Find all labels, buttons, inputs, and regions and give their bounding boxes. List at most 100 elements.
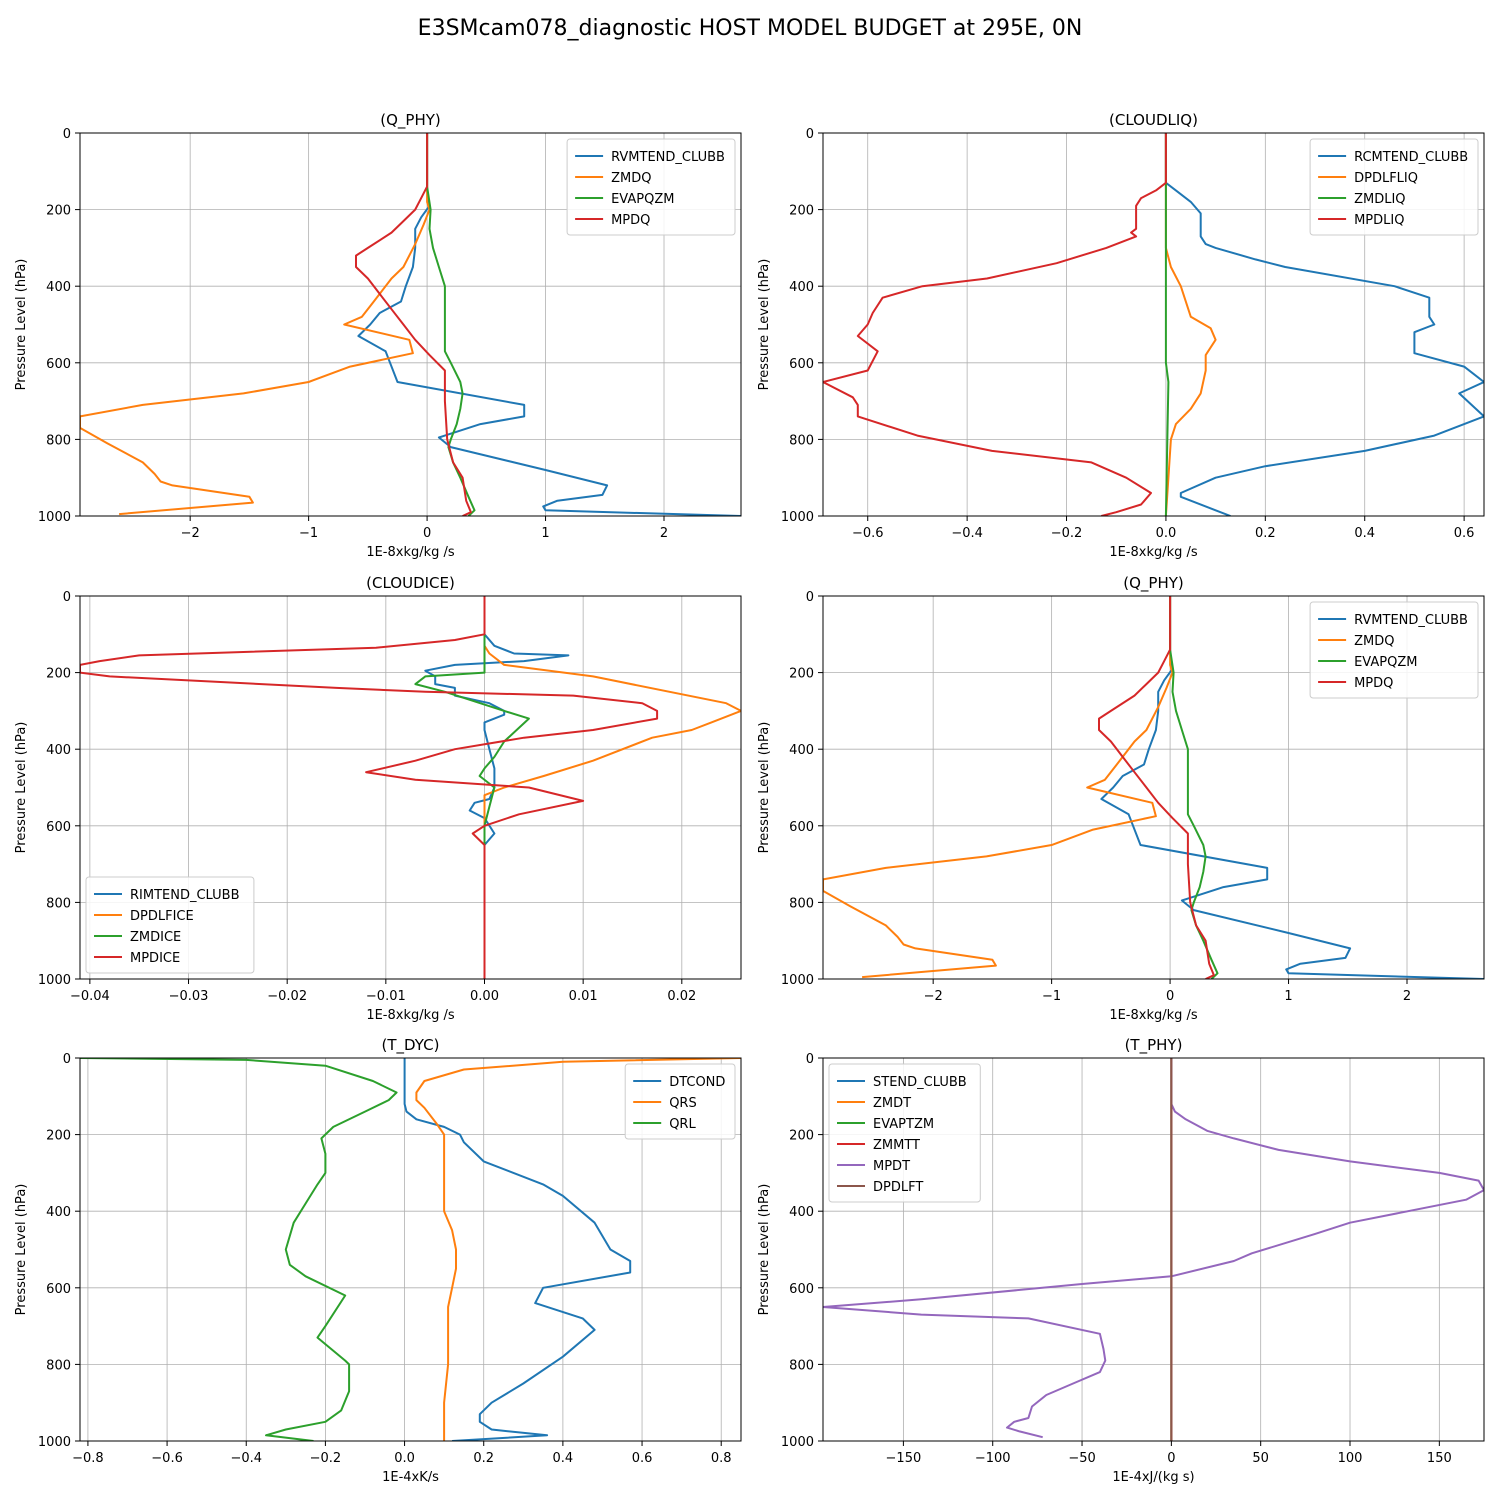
x-tick-label: 0.4 bbox=[1354, 526, 1375, 541]
series-line-mpdliq bbox=[823, 133, 1167, 516]
x-tick-label: 150 bbox=[1427, 1451, 1452, 1466]
x-tick-label: 2 bbox=[1403, 989, 1411, 1004]
legend: RIMTEND_CLUBB DPDLFICE ZMDICE MPDICE bbox=[85, 876, 255, 974]
subplot-1: −2 −1 0 1 2 0 200 400 600 800 1000 (Q_PHY) 1E-8xkg/k… bbox=[14, 111, 742, 560]
x-tick-label: −0.2 bbox=[1051, 526, 1083, 541]
x-tick-label: 0 bbox=[1166, 989, 1174, 1004]
y-tick-label: 200 bbox=[789, 667, 814, 682]
legend-label: RVMTEND_CLUBB bbox=[611, 150, 725, 165]
series-line-mpdq bbox=[1098, 596, 1215, 979]
x-tick-label: −100 bbox=[975, 1451, 1011, 1466]
y-tick-label: 1000 bbox=[781, 510, 814, 525]
y-axis-label: Pressure Level (hPa) bbox=[757, 722, 772, 854]
x-tick-label: −0.6 bbox=[852, 526, 884, 541]
y-tick-label: 1000 bbox=[38, 510, 71, 525]
y-tick-label: 400 bbox=[789, 280, 814, 295]
x-tick-label: 0.0 bbox=[1156, 526, 1177, 541]
x-tick-label: 0 bbox=[1167, 1451, 1175, 1466]
y-tick-label: 200 bbox=[46, 667, 71, 682]
subplot-3: −0.04 −0.03 −0.02 −0.01 0.00 0.01 0.02 0 200 400 6… bbox=[14, 574, 742, 1023]
y-tick-label: 600 bbox=[789, 357, 814, 372]
series-line-rvmtend-clubb bbox=[1100, 596, 1484, 979]
x-tick-label: −1 bbox=[1042, 989, 1061, 1004]
y-tick-label: 0 bbox=[63, 590, 71, 605]
y-axis-label: Pressure Level (hPa) bbox=[757, 1184, 772, 1316]
y-tick-label: 400 bbox=[46, 743, 71, 758]
y-tick-label: 400 bbox=[789, 743, 814, 758]
series-line-dpdlfliq bbox=[1164, 133, 1217, 516]
legend-label: ZMDQ bbox=[611, 171, 651, 186]
series-line-evapqzm bbox=[1169, 596, 1219, 979]
x-tick-label: 50 bbox=[1252, 1451, 1269, 1466]
x-tick-label: −150 bbox=[886, 1451, 922, 1466]
x-tick-label: 0.01 bbox=[569, 989, 598, 1004]
subplot-2: −0.6 −0.4 −0.2 0.0 0.2 0.4 0.6 0 200 400 600 800 100… bbox=[757, 111, 1485, 560]
legend-label: ZMDLIQ bbox=[1354, 192, 1405, 207]
legend-label: EVAPQZM bbox=[611, 192, 674, 207]
series-line-rvmtend-clubb bbox=[357, 133, 741, 516]
x-tick-label: 0.0 bbox=[394, 1451, 415, 1466]
x-axis-label: 1E-8xkg/kg /s bbox=[366, 545, 455, 560]
y-tick-label: 800 bbox=[789, 1358, 814, 1373]
y-tick-label: 1000 bbox=[781, 973, 814, 988]
legend-label: MPDQ bbox=[611, 213, 650, 228]
figure-title: E3SMcam078_diagnostic HOST MODEL BUDGET … bbox=[417, 16, 1083, 41]
y-tick-label: 0 bbox=[806, 127, 814, 142]
axes-frame bbox=[822, 1057, 1485, 1442]
y-tick-label: 1000 bbox=[781, 1435, 814, 1450]
y-tick-label: 400 bbox=[789, 1205, 814, 1220]
x-tick-label: −0.4 bbox=[951, 526, 983, 541]
x-tick-label: 2 bbox=[660, 526, 668, 541]
series-line-mpdice bbox=[80, 596, 659, 979]
series-line-zmdliq bbox=[1164, 133, 1170, 516]
y-tick-label: 200 bbox=[46, 1129, 71, 1144]
axes-frame bbox=[79, 595, 742, 980]
y-tick-label: 400 bbox=[46, 280, 71, 295]
legend: RVMTEND_CLUBB ZMDQ EVAPQZM MPDQ bbox=[1309, 601, 1479, 699]
x-tick-label: −0.8 bbox=[72, 1451, 104, 1466]
x-tick-label: 0.4 bbox=[553, 1451, 574, 1466]
y-tick-label: 0 bbox=[63, 127, 71, 142]
y-tick-label: 1000 bbox=[38, 973, 71, 988]
y-tick-label: 800 bbox=[789, 433, 814, 448]
legend: RCMTEND_CLUBB DPDLFLIQ ZMDLIQ MPDLIQ bbox=[1309, 138, 1479, 236]
series-line-mpdt bbox=[823, 1058, 1484, 1439]
x-tick-label: 0.8 bbox=[711, 1451, 732, 1466]
series-line-rimtend-clubb bbox=[424, 596, 570, 979]
legend-label: QRL bbox=[669, 1117, 696, 1132]
y-axis-label: Pressure Level (hPa) bbox=[14, 259, 29, 391]
series-line-zmdq bbox=[80, 133, 431, 516]
legend-label: ZMDICE bbox=[130, 930, 181, 945]
y-axis-label: Pressure Level (hPa) bbox=[14, 722, 29, 854]
x-tick-label: 0.2 bbox=[473, 1451, 494, 1466]
axes-frame bbox=[822, 595, 1485, 980]
series-line-qrs bbox=[415, 1058, 741, 1441]
y-tick-label: 1000 bbox=[38, 1435, 71, 1450]
legend-label: ZMDT bbox=[873, 1096, 911, 1111]
y-tick-label: 0 bbox=[63, 1052, 71, 1067]
x-tick-label: −2 bbox=[181, 526, 200, 541]
legend-label: RCMTEND_CLUBB bbox=[1354, 150, 1468, 165]
subplot-5: −0.8 −0.6 −0.4 −0.2 0.0 0.2 0.4 0.6 0.8 0 200 400 60… bbox=[14, 1036, 742, 1485]
x-tick-label: 0.02 bbox=[667, 989, 696, 1004]
subplot-title: (Q_PHY) bbox=[380, 111, 441, 130]
subplot-title: (CLOUDLIQ) bbox=[1109, 111, 1198, 129]
legend-label: MPDT bbox=[873, 1159, 910, 1174]
legend-label: MPDLIQ bbox=[1354, 213, 1404, 228]
x-tick-label: −0.03 bbox=[169, 989, 209, 1004]
legend-label: ZMDQ bbox=[1354, 634, 1394, 649]
y-tick-label: 400 bbox=[46, 1205, 71, 1220]
y-tick-label: 0 bbox=[806, 1052, 814, 1067]
x-tick-label: −1 bbox=[299, 526, 318, 541]
subplot-6: −150 −100 −50 0 50 100 150 0 200 400 600 800 1000 (T_… bbox=[757, 1036, 1485, 1485]
series-line-dtcond bbox=[403, 1058, 632, 1441]
x-axis-label: 1E-8xkg/kg /s bbox=[1109, 1008, 1198, 1023]
legend-label: DPDLFICE bbox=[130, 909, 194, 924]
y-tick-label: 200 bbox=[789, 1129, 814, 1144]
x-tick-label: 0.2 bbox=[1255, 526, 1276, 541]
y-tick-label: 800 bbox=[46, 896, 71, 911]
legend-label: EVAPTZM bbox=[873, 1117, 934, 1132]
legend-label: DPDLFLIQ bbox=[1354, 171, 1418, 186]
x-tick-label: 0 bbox=[423, 526, 431, 541]
